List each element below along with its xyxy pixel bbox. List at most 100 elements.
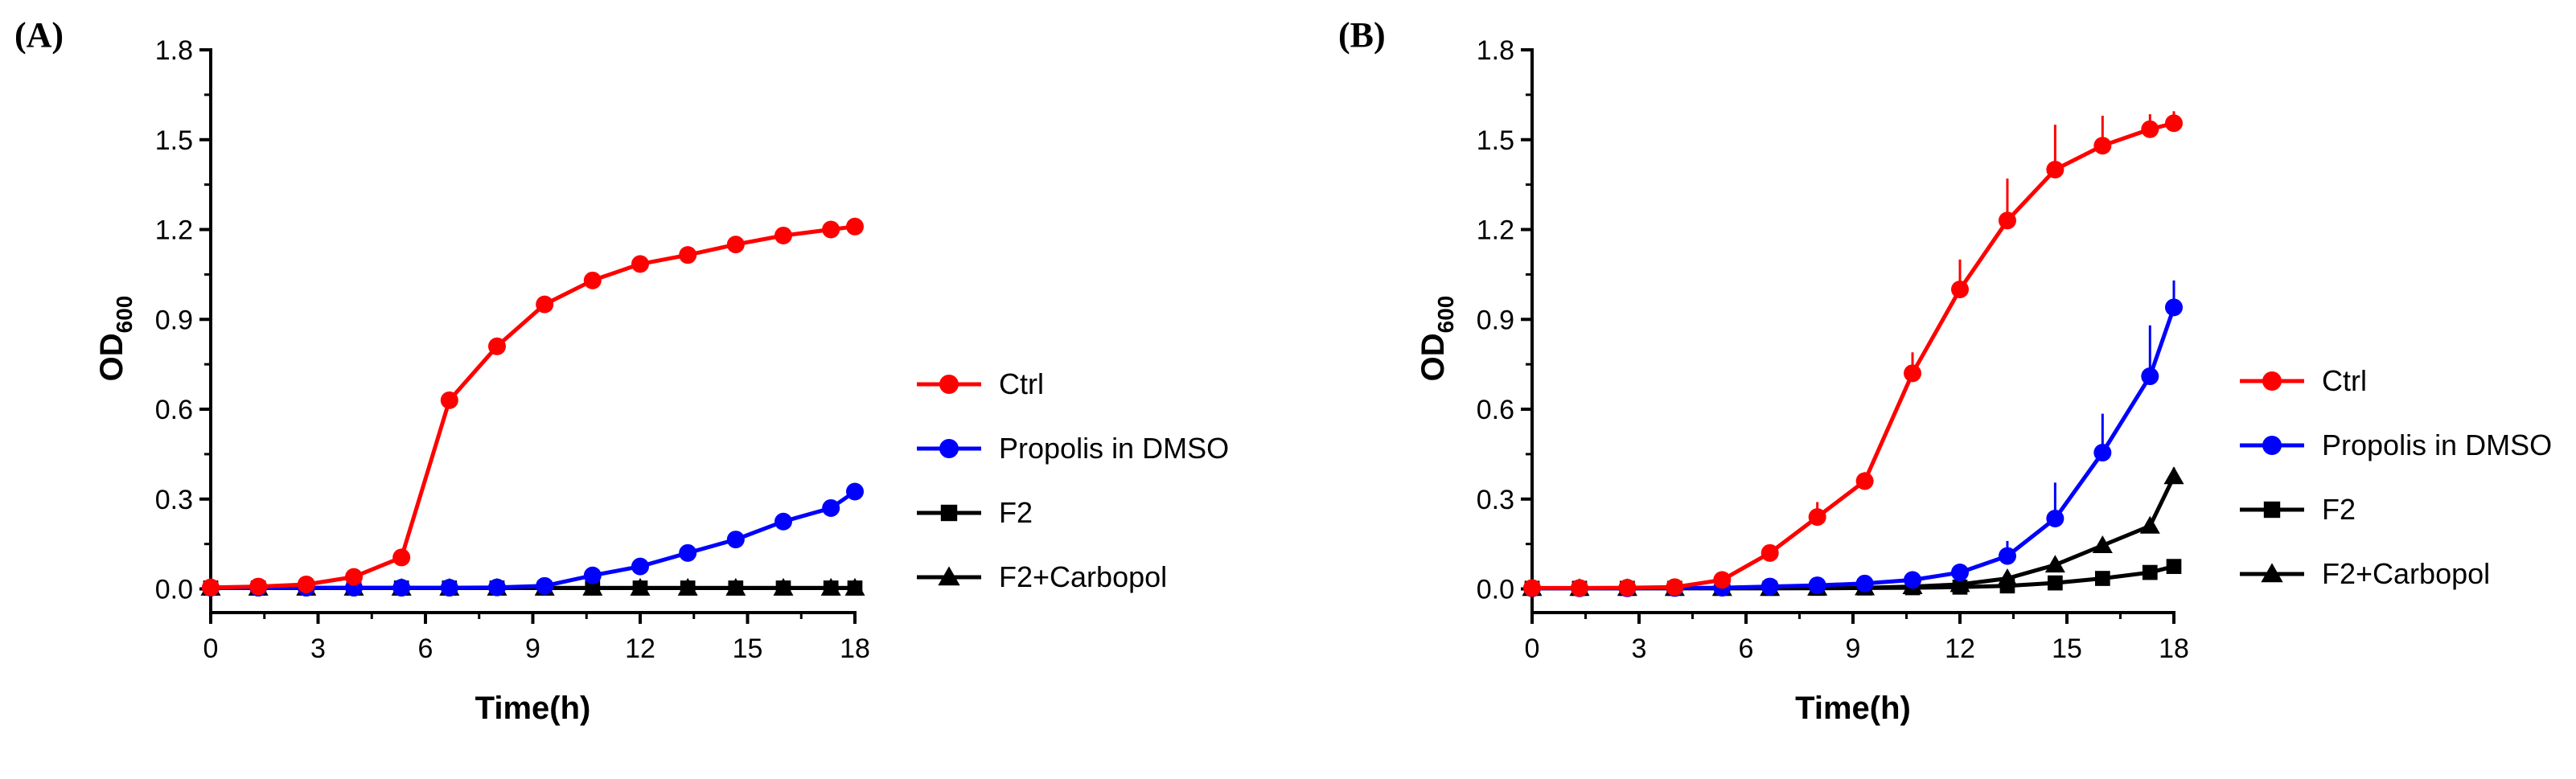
legend-label: F2+Carbopol [2322, 557, 2490, 590]
legend-label: Propolis in DMSO [2322, 428, 2552, 461]
data-point [1855, 472, 1874, 490]
x-axis-title: Time(h) [1795, 691, 1911, 726]
data-point [2142, 564, 2158, 580]
data-point [774, 226, 792, 244]
x-axis-title: Time(h) [475, 691, 591, 726]
data-point [1952, 579, 1968, 595]
panel-b: (B) 0.0 0.3 0.6 0.9 1.2 1.5 1.8 0 3 6 9 12 15 18 Time(… [1338, 15, 2552, 726]
legend-item: F2 [917, 496, 1033, 529]
x-tick-label: 15 [733, 633, 763, 664]
x-tick-label: 12 [1945, 633, 1975, 664]
x-tick-label: 3 [1632, 633, 1647, 664]
data-point [2166, 559, 2182, 574]
series-layer-b [1522, 111, 2184, 597]
y-axis-title: OD600 [1415, 296, 1458, 382]
y-tick-label: 1.5 [155, 125, 193, 156]
data-point [1808, 576, 1826, 595]
data-point [345, 568, 363, 586]
data-point [775, 580, 791, 596]
data-point [822, 498, 840, 517]
data-point [1999, 578, 2015, 594]
x-tick-label: 3 [310, 633, 326, 664]
data-point [631, 255, 649, 273]
data-point [1808, 508, 1826, 527]
x-tick-label: 18 [2159, 633, 2189, 664]
data-point [583, 271, 602, 289]
y-axis-title-main: OD [94, 333, 129, 381]
legend-marker [2263, 501, 2281, 519]
data-point [1951, 281, 1969, 299]
data-point [2141, 120, 2159, 138]
data-point [1998, 211, 2016, 230]
data-point [202, 578, 220, 597]
series-line [211, 490, 857, 590]
data-point [2165, 298, 2183, 317]
x-tick-label: 18 [840, 633, 870, 664]
data-point [2093, 444, 2112, 462]
data-point [1570, 579, 1588, 597]
y-tick-label: 0.3 [155, 485, 193, 515]
legend-marker [2262, 371, 2282, 391]
y-tick-label: 0.3 [1477, 485, 1514, 515]
data-point [679, 246, 697, 264]
y-tick-label: 0.6 [155, 395, 193, 425]
data-point [846, 482, 864, 501]
data-point [1523, 579, 1541, 597]
data-point [488, 578, 506, 597]
y-axis-title: OD600 [94, 296, 137, 382]
data-point [1713, 571, 1732, 589]
legend-label: F2+Carbopol [999, 560, 1167, 593]
legend-item: F2+Carbopol [917, 560, 1167, 593]
y-tick-label: 0.6 [1477, 395, 1514, 425]
data-point [823, 580, 839, 596]
legend-label: F2 [999, 496, 1033, 529]
data-point [680, 580, 696, 596]
x-tick-label: 0 [1525, 633, 1540, 664]
legend-label: F2 [2322, 493, 2356, 526]
legend-b: Ctrl Propolis in DMSO F2 F2+Carbopol [2240, 364, 2552, 590]
panel-a: (A) 0.0 0.3 0.6 0.9 1.2 1.5 1.8 0 3 6 9 12 15 18 Time(… [14, 15, 1229, 726]
panel-label-b: (B) [1338, 15, 1386, 55]
legend-item: Propolis in DMSO [917, 432, 1229, 465]
data-point [774, 512, 792, 531]
legend-item: Propolis in DMSO [2240, 428, 2552, 461]
data-point [2141, 367, 2159, 386]
x-tick-label: 12 [625, 633, 655, 664]
series-line [1532, 121, 2175, 590]
data-point [2092, 535, 2113, 553]
legend-item: Ctrl [2240, 364, 2367, 397]
legend-item: F2 [2240, 493, 2356, 526]
y-tick-label: 1.8 [1477, 35, 1514, 66]
data-point [726, 236, 745, 254]
data-point [728, 580, 744, 596]
x-tick-label: 9 [525, 633, 540, 664]
x-tick-label: 6 [418, 633, 433, 664]
legend-label: Ctrl [999, 367, 1044, 400]
data-point [2165, 114, 2183, 133]
x-tick-label: 6 [1739, 633, 1754, 664]
legend-marker [2261, 563, 2283, 583]
x-tick-label: 0 [203, 633, 219, 664]
data-point [249, 577, 268, 596]
y-tick-label: 1.8 [155, 35, 193, 66]
y-tick-label: 0.0 [155, 575, 193, 605]
y-tick-label: 1.5 [1477, 125, 1514, 156]
legend-label: Propolis in DMSO [999, 432, 1229, 465]
legend-marker [938, 566, 960, 586]
data-point [392, 579, 411, 597]
y-tick-label: 1.2 [155, 215, 193, 246]
panel-label-a: (A) [14, 15, 64, 55]
data-point [1951, 564, 1969, 582]
data-point [1855, 574, 1874, 592]
data-point [392, 548, 411, 567]
axes-b: 0.0 0.3 0.6 0.9 1.2 1.5 1.8 0 3 6 9 12 15 18 Time(h) OD… [1415, 35, 2189, 726]
data-point [583, 566, 602, 584]
series-f2-carbopol [1522, 466, 2184, 597]
series-ctrl [202, 217, 864, 597]
y-tick-label: 0.0 [1477, 575, 1514, 605]
data-point [536, 576, 554, 595]
legend-marker [939, 439, 959, 458]
data-point [846, 217, 864, 236]
data-point [488, 337, 506, 355]
